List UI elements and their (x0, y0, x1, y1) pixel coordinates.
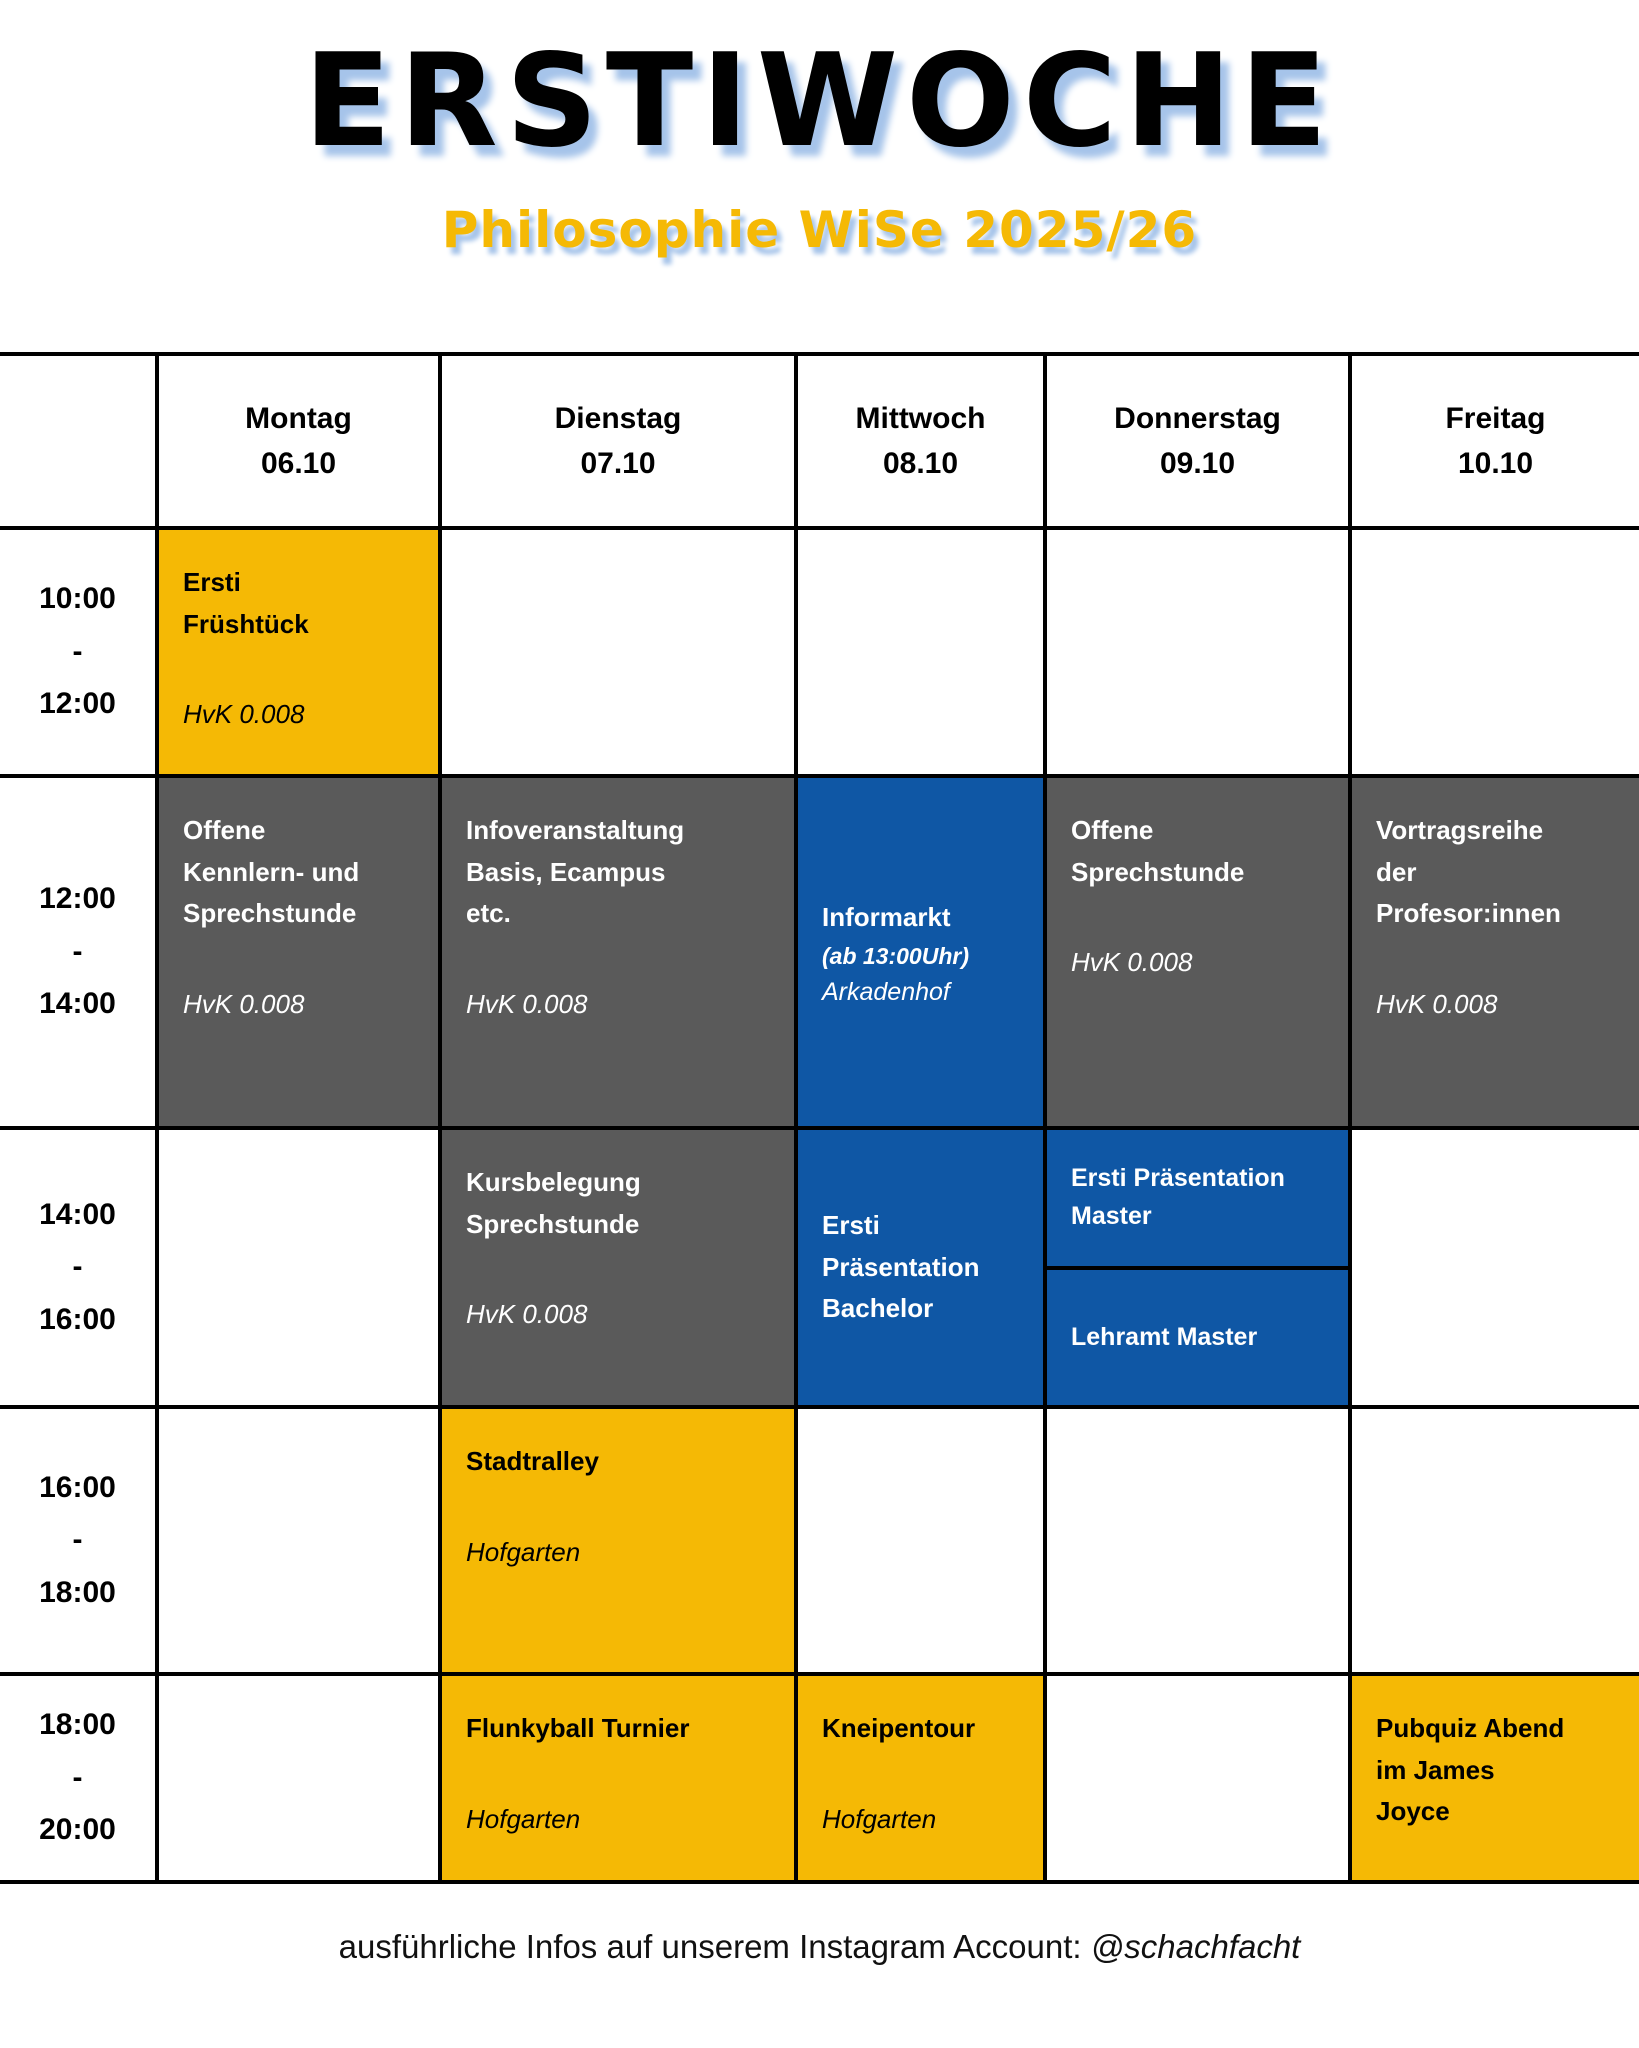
event-pubquiz-abend: Pubquiz Abend im James Joyce (1352, 1676, 1639, 1880)
event-title: Offene Kennlern- und Sprechstunde (183, 815, 360, 929)
event-title: Informarkt (822, 902, 951, 933)
empty-cell (798, 530, 1043, 774)
event-donnerstag-split: Ersti Präsentation Master Lehramt Master (1047, 1130, 1348, 1405)
time-slot-10-12: 10:00 - 12:00 (0, 530, 155, 774)
time-start: 12:00 (39, 882, 116, 916)
empty-cell (1352, 530, 1639, 774)
empty-cell (159, 1676, 438, 1880)
event-vortragsreihe: Vortragsreihe der Profesor:innen HvK 0.0… (1352, 778, 1639, 1126)
event-title: Ersti Früshtück (183, 567, 309, 639)
day-header-montag: Montag 06.10 (159, 356, 438, 526)
event-title: Flunkyball Turnier (466, 1713, 690, 1743)
corner-cell (0, 356, 155, 526)
event-location: HvK 0.008 (466, 1299, 588, 1330)
empty-cell (159, 1409, 438, 1672)
event-ersti-praesentation-bachelor: Ersti Präsentation Bachelor (798, 1130, 1043, 1405)
day-date: 07.10 (580, 447, 656, 480)
event-flunkyball-turnier: Flunkyball Turnier Hofgarten (442, 1676, 794, 1880)
day-header-donnerstag: Donnerstag 09.10 (1047, 356, 1348, 526)
event-location: HvK 0.008 (1376, 988, 1498, 1019)
empty-cell (1352, 1409, 1639, 1672)
time-separator: - (72, 1523, 83, 1557)
time-separator: - (72, 634, 83, 668)
page-title: ERSTIWOCHE (303, 27, 1336, 176)
time-start: 10:00 (39, 582, 116, 616)
event-note: (ab 13:00Uhr) (822, 942, 969, 969)
day-header-dienstag: Dienstag 07.10 (442, 356, 794, 526)
event-title: Pubquiz Abend im James Joyce (1376, 1713, 1565, 1827)
time-end: 18:00 (39, 1575, 116, 1609)
day-date: 08.10 (882, 447, 959, 480)
time-start: 16:00 (39, 1470, 116, 1504)
event-title: Kneipentour (822, 1713, 976, 1743)
day-name: Mittwoch (855, 402, 986, 435)
empty-cell (798, 1409, 1043, 1672)
event-title: Kursbelegung Sprechstunde (466, 1167, 641, 1239)
day-header-freitag: Freitag 10.10 (1352, 356, 1639, 526)
time-end: 12:00 (39, 687, 116, 721)
event-location: HvK 0.008 (183, 988, 305, 1019)
time-end: 16:00 (39, 1302, 116, 1336)
time-start: 18:00 (39, 1708, 116, 1742)
event-title: Vortragsreihe der Profesor:innen (1376, 815, 1561, 929)
time-separator: - (72, 934, 83, 968)
empty-cell (442, 530, 794, 774)
day-date: 06.10 (260, 447, 337, 480)
event-location: HvK 0.008 (466, 988, 588, 1019)
time-slot-18-20: 18:00 - 20:00 (0, 1676, 155, 1880)
event-title: Offene Sprechstunde (1071, 815, 1245, 887)
time-separator: - (72, 1250, 83, 1284)
event-title: Ersti Präsentation Master (1071, 1164, 1285, 1230)
footer-prefix: ausführliche Infos auf unserem Instagram… (338, 1928, 1091, 1965)
event-infoveranstaltung: Infoveranstaltung Basis, Ecampus etc. Hv… (442, 778, 794, 1126)
day-name: Freitag (1445, 402, 1546, 435)
time-start: 14:00 (39, 1197, 116, 1231)
event-kursbelegung-sprechstunde: Kursbelegung Sprechstunde HvK 0.008 (442, 1130, 794, 1405)
day-header-mittwoch: Mittwoch 08.10 (798, 356, 1043, 526)
time-separator: - (72, 1760, 83, 1794)
footer-text: ausführliche Infos auf unserem Instagram… (0, 1928, 1639, 1966)
header: ERSTIWOCHE Philosophie WiSe 2025/26 (0, 28, 1639, 259)
instagram-handle: @schachfacht (1090, 1928, 1301, 1965)
time-slot-12-14: 12:00 - 14:00 (0, 778, 155, 1126)
event-offene-sprechstunde: Offene Sprechstunde HvK 0.008 (1047, 778, 1348, 1126)
day-date: 10.10 (1457, 447, 1534, 480)
time-slot-16-18: 16:00 - 18:00 (0, 1409, 155, 1672)
event-informarkt: Informarkt (ab 13:00Uhr) Arkadenhof (798, 778, 1043, 1126)
event-location: HvK 0.008 (183, 699, 305, 730)
empty-cell (1352, 1130, 1639, 1405)
empty-cell (1047, 1409, 1348, 1672)
event-location: Hofgarten (466, 1536, 581, 1567)
event-offene-kennlern-sprechstunde: Offene Kennlern- und Sprechstunde HvK 0.… (159, 778, 438, 1126)
schedule-grid: Montag 06.10 Dienstag 07.10 Mittwoch 08.… (0, 352, 1639, 1884)
event-title: Lehramt Master (1071, 1322, 1258, 1351)
empty-cell (1047, 1676, 1348, 1880)
time-end: 20:00 (39, 1813, 116, 1847)
event-location: Hofgarten (822, 1803, 937, 1834)
event-stadtralley: Stadtralley Hofgarten (442, 1409, 794, 1672)
cell-divider (1047, 1265, 1348, 1270)
day-name: Donnerstag (1114, 402, 1281, 435)
day-date: 09.10 (1159, 447, 1236, 480)
event-location: Hofgarten (466, 1803, 581, 1834)
empty-cell (1047, 530, 1348, 774)
empty-cell (159, 1130, 438, 1405)
event-lehramt-master: Lehramt Master (1047, 1269, 1348, 1405)
time-end: 14:00 (39, 987, 116, 1021)
event-title: Stadtralley (466, 1446, 599, 1476)
event-ersti-praesentation-master: Ersti Präsentation Master (1047, 1130, 1348, 1266)
event-ersti-fruehstueck: Ersti Früshtück HvK 0.008 (159, 530, 438, 774)
day-name: Dienstag (554, 402, 682, 435)
event-kneipentour: Kneipentour Hofgarten (798, 1676, 1043, 1880)
event-title: Infoveranstaltung Basis, Ecampus etc. (466, 815, 685, 929)
day-name: Montag (245, 402, 352, 435)
event-location: HvK 0.008 (1071, 947, 1193, 978)
time-slot-14-16: 14:00 - 16:00 (0, 1130, 155, 1405)
page-subtitle: Philosophie WiSe 2025/26 (441, 201, 1198, 260)
event-title: Ersti Präsentation Bachelor (822, 1210, 980, 1324)
event-location: Arkadenhof (822, 977, 950, 1006)
